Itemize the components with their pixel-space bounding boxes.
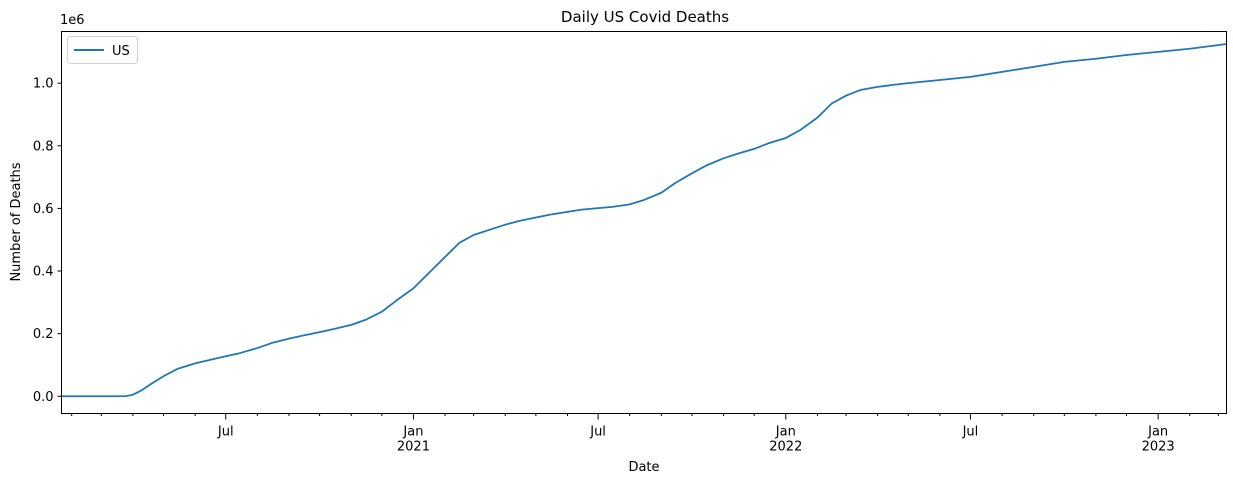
y-tick-label: 0.8 [33, 139, 54, 154]
x-tick-label: 2023 [1142, 440, 1175, 455]
y-tick-label: 1.0 [33, 77, 54, 92]
y-axis: 0.0 0.2 0.4 0.6 0.8 1.0 [33, 77, 62, 405]
legend-label-us: US [112, 44, 130, 59]
x-tick-label: Jan [775, 425, 796, 440]
chart-title: Daily US Covid Deaths [561, 8, 729, 26]
y-axis-title: Number of Deaths [9, 162, 24, 281]
x-axis-title: Date [628, 460, 659, 475]
y-offset-label: 1e6 [60, 13, 85, 28]
y-tick-label: 0.2 [33, 327, 54, 342]
x-tick-label: 2022 [769, 440, 802, 455]
y-tick-label: 0.0 [33, 390, 54, 405]
x-tick-label: Jul [589, 425, 606, 440]
y-tick-label: 0.6 [33, 202, 54, 217]
x-tick-label: Jan [1147, 425, 1168, 440]
x-tick-label: Jul [962, 425, 979, 440]
plot-frame [61, 31, 1227, 414]
x-tick-label: Jan [402, 425, 423, 440]
series-layer [61, 43, 1227, 398]
y-tick-label: 0.4 [33, 265, 54, 280]
x-tick-label: Jul [217, 425, 234, 440]
series-line-us [61, 43, 1227, 398]
x-tick-label: 2021 [397, 440, 430, 455]
legend: US [67, 36, 138, 64]
